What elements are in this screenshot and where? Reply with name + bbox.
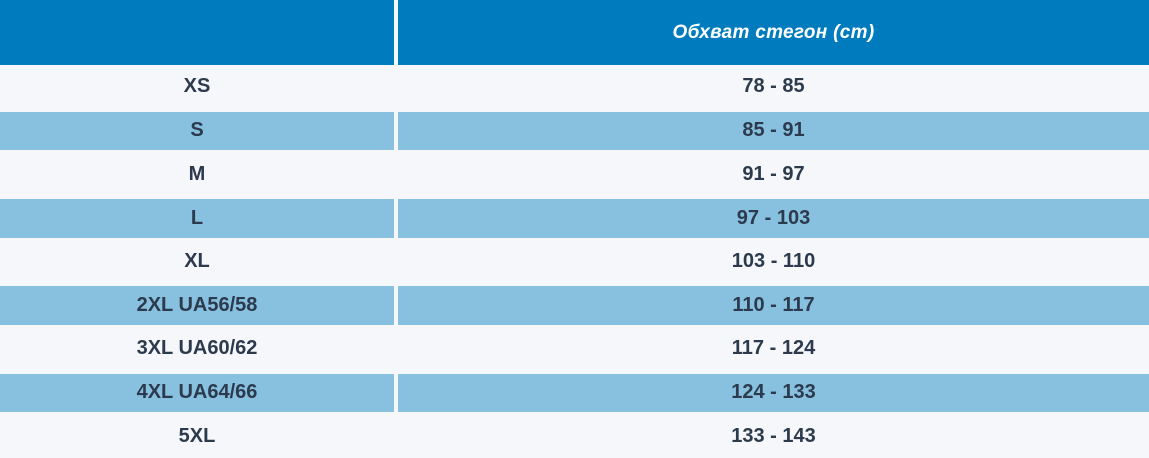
column-divider bbox=[394, 283, 398, 327]
size-label: XL bbox=[184, 249, 210, 272]
header-size-cell bbox=[0, 0, 394, 65]
range-cell: 124 - 133 bbox=[398, 373, 1149, 413]
header-measure-cell: Обхват стегон (cm) bbox=[398, 0, 1149, 65]
size-cell: 3XL UA60/62 bbox=[0, 327, 394, 371]
range-value: 97 - 103 bbox=[736, 206, 811, 229]
table-row: M 91 - 97 bbox=[0, 152, 1149, 196]
table-row: 3XL UA60/62 117 - 124 bbox=[0, 326, 1149, 371]
size-label: L bbox=[190, 206, 204, 229]
size-cell: M bbox=[0, 152, 394, 196]
range-cell: 91 - 97 bbox=[398, 152, 1149, 196]
table-row: 4XL UA64/66 124 - 133 bbox=[0, 370, 1149, 415]
size-label: 3XL UA60/62 bbox=[136, 337, 258, 360]
column-divider bbox=[394, 370, 398, 415]
size-label: S bbox=[190, 119, 204, 142]
size-cell: XL bbox=[0, 240, 394, 284]
size-cell: S bbox=[0, 111, 394, 151]
range-value: 124 - 133 bbox=[731, 381, 816, 404]
size-cell: XS bbox=[0, 65, 394, 109]
range-cell: 117 - 124 bbox=[398, 327, 1149, 371]
column-divider bbox=[394, 65, 398, 109]
table-row: 5XL 133 - 143 bbox=[0, 414, 1149, 458]
table-header: Обхват стегон (cm) bbox=[0, 0, 1149, 65]
table-body: XS 78 - 85 S 85 - 91 M 91 - 97 L 97 - 103 XL 103 … bbox=[0, 65, 1149, 458]
size-cell: 2XL UA56/58 bbox=[0, 286, 394, 325]
size-cell: 5XL bbox=[0, 414, 394, 458]
size-label: XS bbox=[183, 75, 211, 98]
range-cell: 110 - 117 bbox=[398, 286, 1149, 325]
range-value: 117 - 124 bbox=[731, 337, 816, 360]
range-value: 85 - 91 bbox=[742, 119, 805, 142]
column-divider bbox=[394, 239, 398, 284]
range-cell: 133 - 143 bbox=[398, 414, 1149, 458]
size-label: M bbox=[188, 162, 206, 185]
range-value: 133 - 143 bbox=[731, 424, 816, 447]
column-divider bbox=[394, 326, 398, 371]
range-cell: 103 - 110 bbox=[398, 240, 1149, 284]
table-row: XL 103 - 110 bbox=[0, 239, 1149, 284]
column-divider bbox=[394, 152, 398, 196]
range-cell: 78 - 85 bbox=[398, 65, 1149, 109]
range-value: 103 - 110 bbox=[731, 249, 816, 272]
size-label: 4XL UA64/66 bbox=[136, 381, 258, 404]
column-divider bbox=[394, 108, 398, 153]
size-label: 2XL UA56/58 bbox=[136, 294, 258, 317]
range-cell: 85 - 91 bbox=[398, 111, 1149, 151]
range-value: 78 - 85 bbox=[742, 75, 805, 98]
size-label: 5XL bbox=[178, 424, 216, 447]
table-row: 2XL UA56/58 110 - 117 bbox=[0, 283, 1149, 327]
column-divider bbox=[394, 195, 398, 240]
column-divider bbox=[394, 0, 398, 65]
range-value: 110 - 117 bbox=[732, 294, 815, 317]
size-cell: L bbox=[0, 198, 394, 238]
range-value: 91 - 97 bbox=[742, 162, 805, 185]
table-row: XS 78 - 85 bbox=[0, 65, 1149, 109]
size-cell: 4XL UA64/66 bbox=[0, 373, 394, 413]
range-cell: 97 - 103 bbox=[398, 198, 1149, 238]
column-divider bbox=[394, 414, 398, 458]
table-row: S 85 - 91 bbox=[0, 108, 1149, 153]
table-row: L 97 - 103 bbox=[0, 195, 1149, 240]
header-measure-label: Обхват стегон (cm) bbox=[672, 21, 875, 43]
